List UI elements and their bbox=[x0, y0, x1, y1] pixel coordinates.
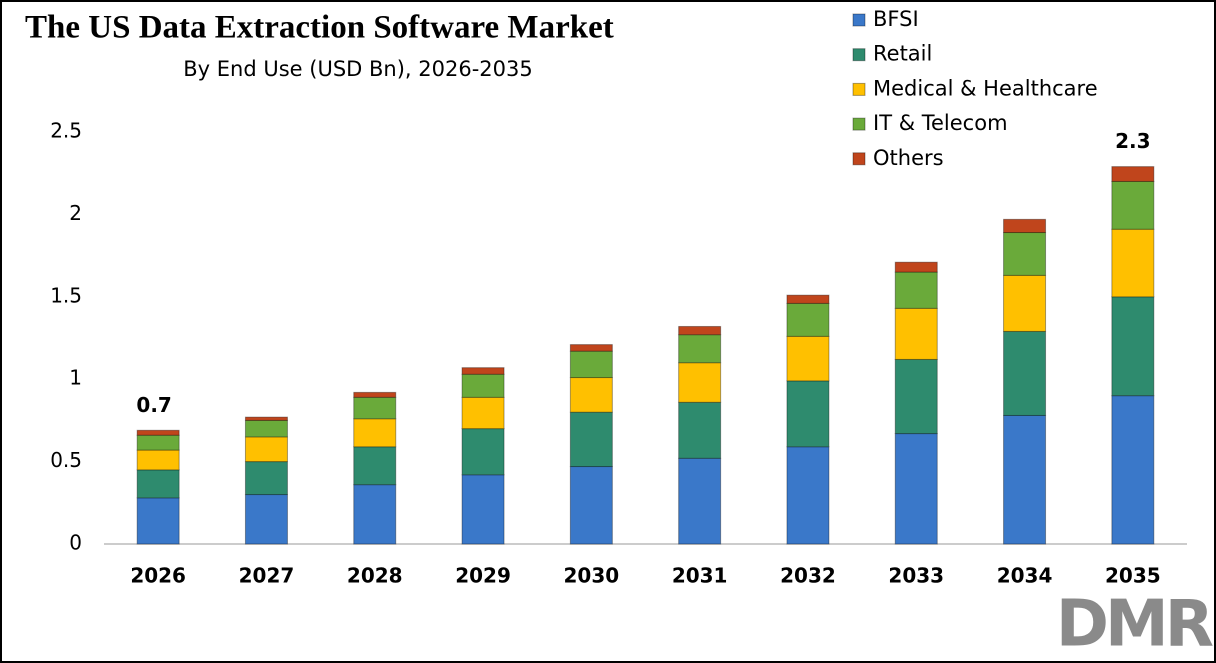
bar-segment bbox=[461, 396, 505, 430]
bar-segment bbox=[1003, 414, 1047, 545]
bar-segment bbox=[353, 484, 397, 545]
bar-segment bbox=[678, 401, 722, 459]
bar-segment bbox=[244, 461, 288, 496]
bar-segment bbox=[678, 362, 722, 403]
bar-segment bbox=[136, 449, 180, 471]
x-tick-label: 2032 bbox=[780, 564, 836, 588]
bar-segment bbox=[353, 446, 397, 486]
legend-label: BFSI bbox=[873, 7, 919, 31]
bar-segment bbox=[136, 497, 180, 545]
bar-segment bbox=[786, 294, 830, 304]
y-tick-label: 1 bbox=[69, 366, 82, 390]
bar-segment bbox=[353, 396, 397, 420]
bar-segment bbox=[894, 358, 938, 435]
bar-segment bbox=[461, 428, 505, 476]
bar-segment bbox=[1003, 232, 1047, 276]
bar-segment bbox=[894, 433, 938, 545]
bar-segment bbox=[353, 418, 397, 448]
bar-segment bbox=[678, 457, 722, 545]
y-tick-label: 0 bbox=[69, 531, 82, 555]
bar-segment bbox=[461, 367, 505, 375]
bar-segment bbox=[569, 344, 613, 352]
bar-segment bbox=[1003, 218, 1047, 234]
chart-title: The US Data Extraction Software Market bbox=[25, 10, 614, 46]
bar-segment bbox=[894, 271, 938, 309]
bar-segment bbox=[461, 474, 505, 545]
bar-segment bbox=[1003, 330, 1047, 416]
x-tick-label: 2033 bbox=[888, 564, 944, 588]
bar-segment bbox=[1111, 166, 1155, 182]
bar-segment bbox=[678, 325, 722, 336]
y-tick-label: 2.5 bbox=[50, 119, 82, 143]
y-tick-label: 0.5 bbox=[50, 448, 82, 472]
bar-segment bbox=[786, 335, 830, 382]
legend-swatch bbox=[852, 48, 866, 62]
bar-segment bbox=[786, 302, 830, 337]
y-tick-label: 1.5 bbox=[50, 283, 82, 307]
bar-segment bbox=[569, 411, 613, 468]
bar-segment bbox=[1111, 296, 1155, 397]
x-tick-label: 2029 bbox=[455, 564, 511, 588]
legend-swatch bbox=[852, 13, 866, 27]
total-label: 2.3 bbox=[1115, 129, 1150, 153]
bar-segment bbox=[1111, 228, 1155, 298]
bar-segment bbox=[244, 494, 288, 545]
bar-segment bbox=[136, 434, 180, 451]
y-tick-label: 2 bbox=[69, 201, 82, 225]
chart-subtitle: By End Use (USD Bn), 2026-2035 bbox=[183, 57, 532, 81]
bar-segment bbox=[136, 429, 180, 436]
bar-segment bbox=[244, 416, 288, 421]
legend-label: Retail bbox=[873, 42, 932, 66]
bar-segment bbox=[894, 261, 938, 273]
bar-segment bbox=[894, 307, 938, 360]
bar-segment bbox=[461, 373, 505, 398]
legend-swatch bbox=[852, 82, 866, 96]
logo: DMR bbox=[1056, 588, 1213, 662]
bar-segment bbox=[244, 419, 288, 438]
bar-segment bbox=[786, 446, 830, 545]
bar-segment bbox=[569, 350, 613, 379]
bar-segment bbox=[786, 380, 830, 448]
total-label: 0.7 bbox=[136, 393, 171, 417]
x-tick-label: 2034 bbox=[997, 564, 1053, 588]
legend-swatch bbox=[852, 117, 866, 131]
bar-segment bbox=[353, 391, 397, 398]
legend-label: Others bbox=[873, 146, 944, 170]
bar-segment bbox=[244, 436, 288, 463]
bar-segment bbox=[1003, 274, 1047, 332]
legend-label: Medical & Healthcare bbox=[873, 76, 1098, 100]
bar-segment bbox=[569, 466, 613, 545]
x-tick-label: 2035 bbox=[1105, 564, 1161, 588]
legend-swatch bbox=[852, 152, 866, 166]
x-tick-label: 2026 bbox=[130, 564, 186, 588]
bar-segment bbox=[1111, 180, 1155, 230]
bar-segment bbox=[569, 377, 613, 413]
x-tick-label: 2028 bbox=[347, 564, 403, 588]
bar-segment bbox=[136, 469, 180, 499]
legend-label: IT & Telecom bbox=[873, 111, 1008, 135]
x-tick-label: 2027 bbox=[239, 564, 295, 588]
bar-segment bbox=[678, 334, 722, 364]
x-tick-label: 2031 bbox=[672, 564, 728, 588]
bar-segment bbox=[1111, 395, 1155, 545]
x-tick-label: 2030 bbox=[564, 564, 620, 588]
